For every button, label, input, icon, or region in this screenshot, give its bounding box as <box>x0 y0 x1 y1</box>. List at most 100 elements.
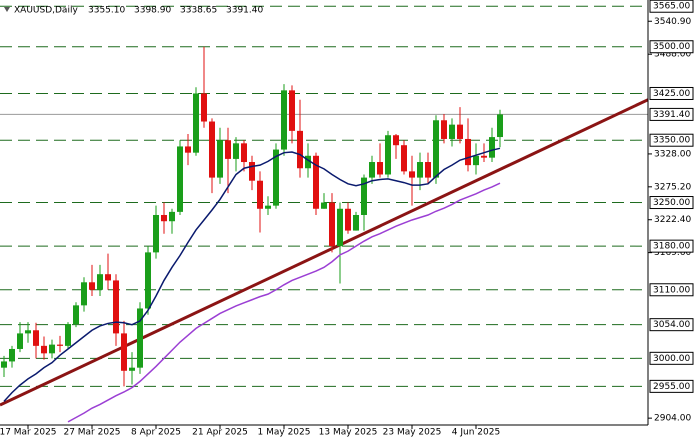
level-label-box <box>649 318 694 332</box>
candle-body <box>33 330 39 346</box>
candle-body <box>385 135 391 175</box>
candle-body <box>57 344 63 346</box>
candle-body <box>361 177 367 215</box>
plot-area <box>0 5 648 423</box>
candle-body <box>129 367 135 371</box>
candle-body <box>217 140 223 178</box>
candle-body <box>313 155 319 209</box>
ohlc-value: 3391.40 <box>226 6 263 16</box>
candle-body <box>345 208 351 231</box>
candle-body <box>161 214 167 222</box>
trend-line <box>0 98 648 407</box>
y-tick-label: 3169.60 <box>654 248 691 258</box>
candle-body <box>1 361 7 368</box>
candle-body <box>305 155 311 169</box>
ohlc-value: 3338.65 <box>180 6 217 16</box>
candle-body <box>137 308 143 368</box>
candle-body <box>193 93 199 153</box>
level-label: 3500.00 <box>653 42 690 52</box>
candle-body <box>321 202 327 209</box>
y-tick-label: 3275.20 <box>654 182 691 192</box>
candle-body <box>481 155 487 158</box>
candle-body <box>73 305 79 325</box>
candle-body <box>497 114 503 138</box>
y-tick-label: 3540.90 <box>654 17 691 27</box>
candle-body <box>377 162 383 175</box>
candle-body <box>49 344 55 354</box>
candle-body <box>401 145 407 172</box>
candle-body <box>41 345 47 354</box>
ohlc-header: 3355.10 3398.90 3338.65 3391.40 <box>88 6 263 16</box>
x-tick-label: 13 May 2025 <box>319 428 378 438</box>
level-label: 3054.00 <box>653 320 690 330</box>
level-label: 3425.00 <box>653 89 690 99</box>
level-label: 3565.00 <box>653 2 690 12</box>
candle-body <box>81 282 87 306</box>
level-label-box <box>649 86 694 100</box>
level-label: 3110.00 <box>653 285 690 295</box>
candle-body <box>465 138 471 166</box>
candle-body <box>153 214 159 253</box>
x-tick-label: 27 Mar 2025 <box>63 428 120 438</box>
candle-body <box>105 274 111 281</box>
level-label-box <box>649 379 694 393</box>
candle-body <box>113 280 119 334</box>
candle-body <box>281 90 287 150</box>
candle-body <box>9 348 15 362</box>
level-label: 3000.00 <box>653 354 690 364</box>
candle-body <box>369 162 375 178</box>
candle-body <box>177 146 183 212</box>
symbol-icon <box>4 7 10 12</box>
level-label-box <box>649 40 694 54</box>
candle-body <box>249 162 255 181</box>
candle-body <box>433 120 439 178</box>
level-label-box <box>649 283 694 297</box>
y-tick-label: 2904.00 <box>654 414 691 424</box>
candle-body <box>297 130 303 169</box>
candle-body <box>289 90 295 131</box>
candle-body <box>449 124 455 139</box>
candle-body <box>457 124 463 139</box>
level-label-box <box>649 351 694 365</box>
candle-body <box>65 324 71 346</box>
x-tick-label: 8 Apr 2025 <box>131 428 181 438</box>
candle-body <box>121 333 127 371</box>
candle-body <box>473 155 479 166</box>
last-price-label: 3391.40 <box>653 110 690 120</box>
level-label: 3250.00 <box>653 198 690 208</box>
candle-body <box>241 143 247 163</box>
candle-body <box>489 137 495 158</box>
y-tick-label: 3488.00 <box>654 50 691 60</box>
moving-average <box>3 147 501 402</box>
candle-body <box>265 205 271 209</box>
candle-body <box>353 214 359 231</box>
candle-body <box>337 208 343 247</box>
candle-body <box>169 211 175 222</box>
ohlc-value: 3398.90 <box>134 6 171 16</box>
x-tick-label: 4 Jun 2025 <box>452 428 500 438</box>
y-tick-label: 3328.00 <box>654 149 691 159</box>
x-tick-label: 21 Apr 2025 <box>192 428 248 438</box>
candle-body <box>185 146 191 153</box>
candle-body <box>273 149 279 206</box>
candle-body <box>201 93 207 122</box>
candle-body <box>441 120 447 139</box>
x-tick-label: 1 May 2025 <box>258 428 311 438</box>
candle-body <box>409 171 415 178</box>
candle-body <box>329 202 335 247</box>
candle-body <box>233 143 239 159</box>
ohlc-value: 3355.10 <box>88 6 125 16</box>
candle-body <box>145 252 151 309</box>
candle-body <box>417 162 423 178</box>
level-label-box <box>649 196 694 210</box>
candle-body <box>17 333 23 349</box>
candle-body <box>393 135 399 146</box>
level-label: 3180.00 <box>653 242 690 252</box>
x-tick-label: 17 Mar 2025 <box>0 428 57 438</box>
moving-average <box>67 182 501 423</box>
candle-body <box>89 282 95 290</box>
level-label-box <box>649 133 694 147</box>
candle-body <box>97 274 103 290</box>
candle-body <box>257 180 263 209</box>
